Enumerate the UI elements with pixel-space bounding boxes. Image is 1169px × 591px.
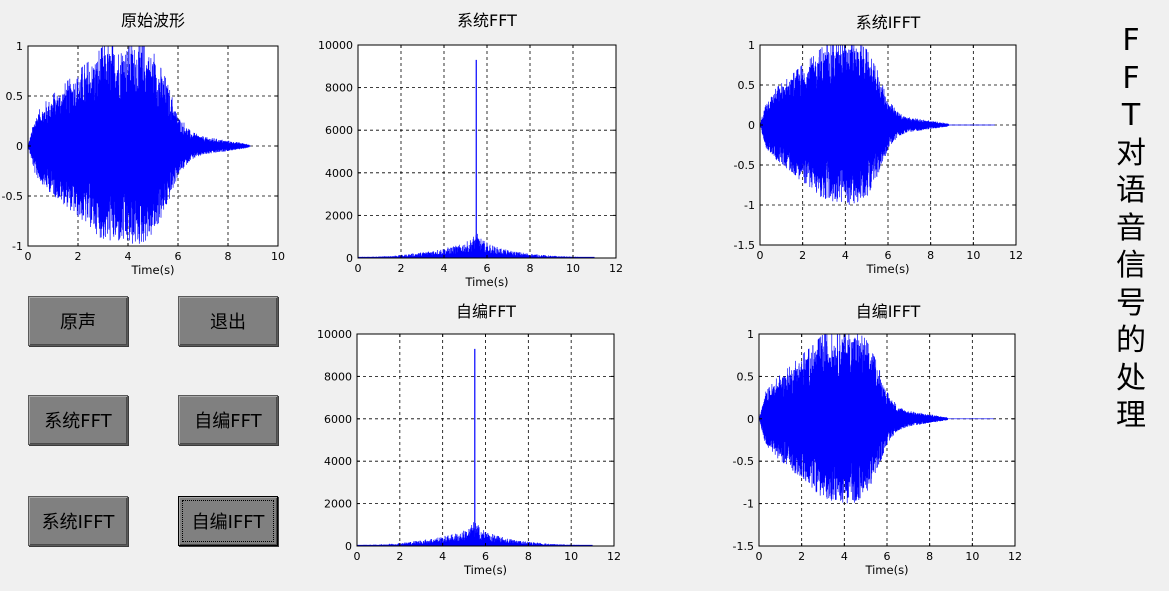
x-tick-label: 0 <box>756 550 763 563</box>
y-tick-label: 0 <box>16 140 23 153</box>
y-tick-label: 8000 <box>324 370 352 383</box>
y-tick-label: -1.5 <box>733 540 754 553</box>
x-tick-label: 12 <box>1009 249 1023 262</box>
x-tick-label: 4 <box>841 550 848 563</box>
x-tick-label: 10 <box>271 250 285 263</box>
chart-self_ifft: 0 2 4 6 8 10 12 -1.5 -1 -0.5 0 0.5 1 Time(s) <box>733 328 1022 577</box>
y-tick-label: 0.5 <box>6 90 24 103</box>
y-tick-label: 10000 <box>317 328 352 341</box>
y-tick-label: 2000 <box>325 209 353 222</box>
y-tick-label: 0 <box>748 119 755 132</box>
y-tick-label: 1 <box>16 40 23 53</box>
side-title-char: F <box>1122 23 1140 58</box>
side-title-char: 的 <box>1116 323 1146 358</box>
x-tick-label: 0 <box>757 249 764 262</box>
custom-ifft-button[interactable]: 自编IFFT <box>178 496 278 546</box>
y-tick-label: 4000 <box>325 167 353 180</box>
x-tick-label: 4 <box>125 250 132 263</box>
y-tick-label: 0 <box>747 413 754 426</box>
x-tick-label: 10 <box>966 249 980 262</box>
y-tick-label: 10000 <box>318 39 353 52</box>
x-tick-label: 0 <box>354 550 361 563</box>
y-tick-label: 4000 <box>324 455 352 468</box>
x-tick-label: 6 <box>482 550 489 563</box>
y-tick-label: 6000 <box>325 124 353 137</box>
y-tick-label: 1 <box>747 328 754 341</box>
x-axis-label: Time(s) <box>864 563 908 577</box>
side-title-char: 对 <box>1116 135 1146 171</box>
x-axis-label: Time(s) <box>464 275 508 289</box>
x-tick-label: 6 <box>885 249 892 262</box>
x-tick-label: 12 <box>607 550 621 563</box>
y-tick-label: -0.5 <box>734 159 755 172</box>
x-axis-label: Time(s) <box>463 563 507 577</box>
chart-sys_ifft: 0 2 4 6 8 10 12 -1.5 -1 -0.5 0 0.5 1 Time(s) <box>734 39 1023 276</box>
x-tick-label: 10 <box>566 262 580 275</box>
x-tick-label: 2 <box>398 262 405 275</box>
y-tick-label: -1 <box>743 498 754 511</box>
x-tick-label: 8 <box>926 550 933 563</box>
y-tick-label: -0.5 <box>733 455 754 468</box>
x-tick-label: 6 <box>884 550 891 563</box>
x-tick-label: 2 <box>798 550 805 563</box>
y-tick-label: 0 <box>345 540 352 553</box>
x-tick-label: 0 <box>355 262 362 275</box>
custom-fft-button[interactable]: 自编FFT <box>178 395 278 445</box>
plot-title-original: 原始波形 <box>120 11 185 30</box>
system-fft-button[interactable]: 系统FFT <box>28 395 128 445</box>
plot-title-self-ifft: 自编IFFT <box>855 302 921 321</box>
y-tick-label: 2000 <box>324 498 352 511</box>
chart-self_fft: 0 2 4 6 8 10 12 0 2000 4000 6000 8000 10000 Time(s) <box>317 328 621 577</box>
x-tick-label: 8 <box>525 550 532 563</box>
x-tick-label: 0 <box>25 250 32 263</box>
x-tick-label: 6 <box>484 262 491 275</box>
side-title-char: T <box>1121 98 1141 133</box>
x-tick-label: 4 <box>439 550 446 563</box>
y-tick-label: 0.5 <box>738 79 756 92</box>
side-title-char: 信 <box>1116 248 1146 283</box>
y-tick-label: -1 <box>12 240 23 253</box>
plot-title-sys-fft: 系统FFT <box>457 11 517 30</box>
original-sound-button[interactable]: 原声 <box>28 296 128 346</box>
y-tick-label: 8000 <box>325 82 353 95</box>
exit-button[interactable]: 退出 <box>178 296 278 346</box>
x-tick-label: 12 <box>609 262 623 275</box>
chart-sys_fft: 0 2 4 6 8 10 12 0 2000 4000 6000 8000 10000 Time(s) <box>318 39 623 289</box>
x-tick-label: 10 <box>965 550 979 563</box>
x-tick-label: 4 <box>842 249 849 262</box>
y-tick-label: -1 <box>744 199 755 212</box>
y-tick-label: 0.5 <box>737 370 755 383</box>
y-tick-label: -0.5 <box>2 190 23 203</box>
plot-area <box>358 45 616 258</box>
x-tick-label: 4 <box>441 262 448 275</box>
y-tick-label: -1.5 <box>734 239 755 252</box>
plot-title-sys-ifft: 系统IFFT <box>855 13 921 32</box>
x-axis-label: Time(s) <box>130 263 174 277</box>
x-tick-label: 2 <box>396 550 403 563</box>
x-tick-label: 12 <box>1008 550 1022 563</box>
side-title-char: 号 <box>1116 285 1146 321</box>
y-tick-label: 1 <box>748 39 755 52</box>
x-tick-label: 2 <box>799 249 806 262</box>
side-title-char: 理 <box>1116 398 1146 433</box>
chart-original: 0 2 4 6 8 10 -1 -0.5 0 0.5 1 Time(s) <box>2 40 285 277</box>
side-title-char: 语 <box>1116 173 1146 208</box>
side-title: F F T 对 语 音 信 号 的 处 理 <box>1111 22 1151 435</box>
x-tick-label: 2 <box>75 250 82 263</box>
x-tick-label: 6 <box>175 250 182 263</box>
side-title-char: F <box>1122 60 1140 96</box>
x-tick-label: 8 <box>225 250 232 263</box>
x-tick-label: 8 <box>927 249 934 262</box>
y-tick-label: 0 <box>346 252 353 265</box>
x-axis-label: Time(s) <box>865 262 909 276</box>
plot-title-self-fft: 自编FFT <box>456 302 516 321</box>
side-title-char: 音 <box>1116 210 1146 246</box>
x-tick-label: 8 <box>527 262 534 275</box>
y-tick-label: 6000 <box>324 413 352 426</box>
x-tick-label: 10 <box>564 550 578 563</box>
side-title-char: 处 <box>1116 360 1146 396</box>
system-ifft-button[interactable]: 系统IFFT <box>28 496 128 546</box>
